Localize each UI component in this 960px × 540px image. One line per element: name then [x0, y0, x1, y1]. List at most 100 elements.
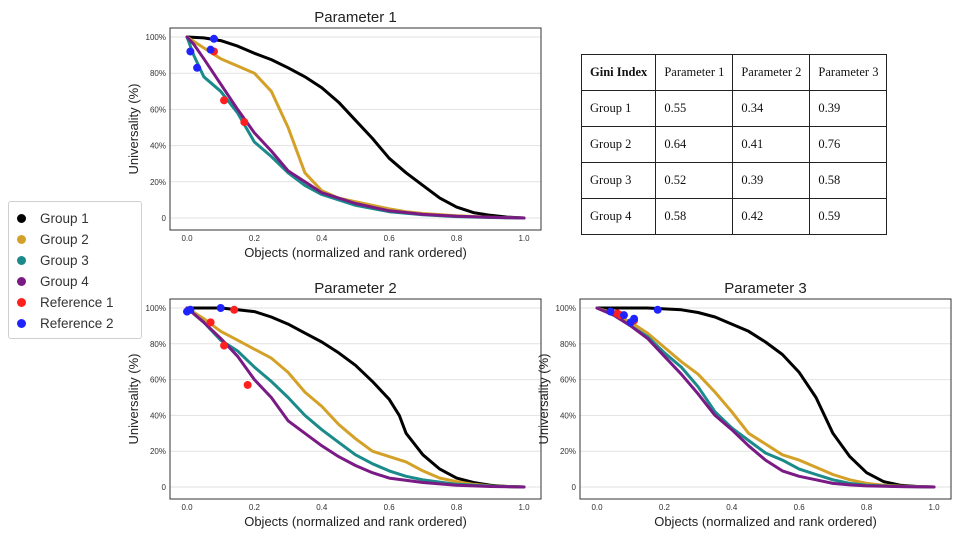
legend-item: Reference 1	[17, 292, 114, 312]
legend-label: Group 3	[40, 252, 89, 268]
series-line	[595, 306, 936, 489]
y-axis-label: Universality (%)	[126, 353, 141, 444]
legend: Group 1 Group 2 Group 3 Group 4 Referenc…	[8, 201, 142, 339]
reference-point	[216, 304, 225, 312]
y-tick-label: 40%	[560, 411, 576, 420]
reference-point	[240, 118, 249, 127]
legend-marker	[17, 213, 26, 223]
x-tick-label: 1.0	[518, 234, 530, 243]
legend-label: Group 4	[40, 273, 89, 289]
y-tick-label: 100%	[146, 33, 166, 42]
legend-label: Reference 1	[40, 294, 114, 310]
legend-marker	[17, 318, 26, 328]
table-cell: 0.59	[809, 198, 888, 235]
legend-label: Group 1	[40, 210, 89, 226]
x-tick-label: 0.0	[181, 503, 193, 512]
series-line	[185, 306, 526, 489]
y-tick-label: 0	[572, 483, 577, 492]
series-line	[595, 306, 936, 489]
x-axis-label: Objects (normalized and rank ordered)	[654, 514, 877, 529]
x-axis-label: Objects (normalized and rank ordered)	[244, 514, 467, 529]
x-tick-label: 0.6	[384, 503, 396, 512]
y-tick-label: 60%	[560, 376, 576, 385]
table-column-header: Parameter 1	[655, 54, 734, 91]
x-tick-label: 0.4	[726, 503, 738, 512]
legend-label: Reference 2	[40, 315, 114, 331]
legend-marker	[17, 255, 26, 265]
y-tick-label: 60%	[150, 376, 166, 385]
table-row: Group 3 0.52 0.39 0.58	[580, 162, 888, 199]
reference-point	[619, 311, 628, 320]
x-tick-label: 0.6	[794, 503, 806, 512]
x-tick-label: 0.4	[316, 503, 328, 512]
y-tick-label: 0	[162, 214, 167, 223]
y-tick-label: 60%	[150, 105, 166, 114]
x-tick-label: 0.8	[451, 503, 463, 512]
table-cell: 0.58	[809, 162, 888, 199]
y-tick-label: 0	[162, 483, 167, 492]
table-row-label: Group 2	[580, 126, 657, 163]
series-line	[185, 306, 526, 489]
x-axis-label: Objects (normalized and rank ordered)	[244, 245, 467, 260]
reference-point	[230, 305, 239, 314]
y-axis-label: Universality (%)	[536, 353, 551, 444]
chart-title: Parameter 1	[314, 9, 397, 26]
legend-item: Group 4	[17, 271, 89, 291]
x-tick-label: 0.8	[451, 234, 463, 243]
x-tick-label: 0.2	[249, 234, 261, 243]
reference-point	[606, 307, 615, 316]
table-cell: 0.76	[809, 126, 888, 163]
legend-label: Group 2	[40, 231, 89, 247]
table-cell: 0.34	[732, 90, 811, 127]
x-tick-label: 0.2	[249, 503, 261, 512]
reference-point	[183, 307, 191, 316]
series-line	[185, 35, 526, 220]
x-tick-label: 1.0	[518, 503, 530, 512]
series-line	[185, 306, 526, 489]
table-cell: 0.39	[809, 90, 888, 127]
table-row-label: Group 4	[580, 198, 657, 235]
series-line	[185, 35, 526, 220]
x-tick-label: 0.4	[316, 234, 328, 243]
table-row-label: Group 3	[580, 162, 657, 199]
reference-point	[243, 380, 252, 389]
chart-title: Parameter 2	[314, 280, 397, 297]
table-column-header: Parameter 3	[809, 54, 888, 91]
y-tick-label: 80%	[560, 340, 576, 349]
plot-frame	[579, 298, 952, 500]
y-tick-label: 80%	[150, 69, 166, 78]
series-line	[185, 306, 526, 489]
table-cell: 0.42	[732, 198, 811, 235]
series-line	[185, 35, 526, 220]
legend-marker	[17, 276, 26, 286]
table-row: Group 2 0.64 0.41 0.76	[580, 126, 888, 163]
reference-point	[206, 45, 215, 54]
table-cell: 0.64	[655, 126, 734, 163]
y-tick-label: 100%	[556, 304, 576, 313]
series-line	[595, 306, 936, 489]
y-tick-label: 20%	[150, 447, 166, 456]
y-tick-label: 20%	[560, 447, 576, 456]
table-cell: 0.41	[732, 126, 811, 163]
x-tick-label: 0.0	[591, 503, 603, 512]
table-corner-header: Gini Index	[580, 54, 657, 91]
reference-point	[209, 34, 218, 43]
plot-frame	[169, 298, 542, 500]
x-tick-label: 0.6	[384, 234, 396, 243]
reference-point	[653, 305, 662, 314]
x-tick-label: 0.2	[659, 503, 671, 512]
x-tick-label: 1.0	[928, 503, 940, 512]
table-header-row: Gini Index Parameter 1 Parameter 2 Param…	[580, 54, 888, 91]
legend-marker	[17, 297, 26, 307]
y-axis-label: Universality (%)	[126, 83, 141, 174]
table-column-header: Parameter 2	[732, 54, 811, 91]
y-tick-label: 20%	[150, 178, 166, 187]
series-line	[185, 35, 526, 220]
legend-item: Group 1	[17, 208, 89, 228]
chart-title: Parameter 3	[724, 280, 807, 297]
reference-point	[220, 96, 229, 105]
gini-index-table: Gini Index Parameter 1 Parameter 2 Param…	[580, 54, 888, 235]
reference-point	[186, 47, 195, 56]
legend-item: Group 2	[17, 229, 89, 249]
